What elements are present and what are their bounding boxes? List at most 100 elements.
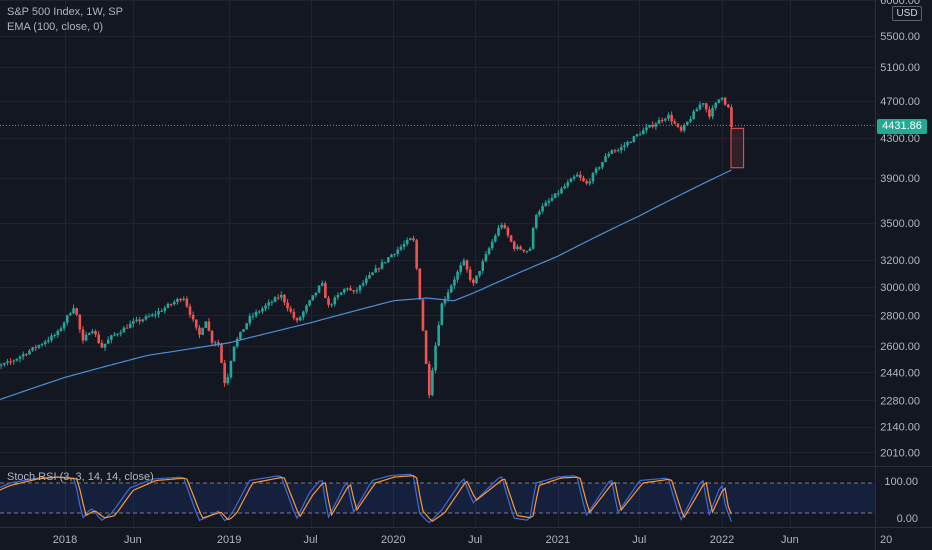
candle-body: [440, 303, 444, 326]
time-tick-label: 2018: [53, 534, 77, 546]
candle-body: [213, 342, 217, 344]
price-tick-label: 4700.00: [880, 96, 920, 108]
candle-body: [635, 134, 639, 137]
candle-body: [686, 121, 689, 125]
candle-body: [191, 314, 195, 320]
candle-body: [506, 227, 510, 236]
candle-body: [210, 330, 214, 343]
candle-body: [242, 329, 245, 332]
candle-body: [245, 323, 248, 330]
candle-body: [380, 262, 384, 269]
candle-body: [604, 156, 607, 163]
candle-body: [179, 299, 182, 301]
candle-body: [15, 358, 19, 361]
candle-body: [267, 302, 271, 306]
candle-body: [110, 335, 113, 340]
candle-body: [62, 322, 66, 329]
candle-body: [235, 338, 239, 347]
candle-body: [667, 114, 670, 119]
candle-body: [305, 305, 308, 312]
candle-body: [65, 315, 69, 323]
candle-body: [525, 250, 529, 252]
candle-body: [726, 104, 730, 108]
candle-body: [626, 141, 629, 146]
time-tick-label: Jul: [304, 534, 318, 546]
price-tick-label: 2140.00: [880, 422, 920, 434]
candle-body: [349, 288, 352, 291]
candle-body: [84, 334, 88, 341]
candle-body: [597, 167, 601, 169]
candle-body: [163, 307, 167, 311]
candle-body: [176, 299, 179, 302]
candle-body: [50, 335, 53, 341]
candle-body: [490, 241, 494, 249]
candle-body: [6, 361, 9, 364]
candle-body: [572, 176, 576, 179]
candle-body: [509, 235, 513, 242]
price-tick-label: 5500.00: [880, 31, 920, 43]
candle-body: [125, 327, 129, 329]
candle-body: [135, 319, 138, 322]
candle-body: [217, 342, 220, 345]
candle-body: [69, 313, 72, 316]
candle-body: [122, 327, 126, 333]
candle-body: [383, 261, 387, 263]
candle-body: [270, 301, 274, 303]
stoch-k-line: [0, 473, 732, 524]
price-tick-label: 2280.00: [880, 395, 920, 407]
candle-body: [185, 298, 189, 307]
candle-body: [566, 182, 570, 187]
candle-body: [660, 120, 664, 122]
candle-body: [654, 123, 658, 127]
time-tick-label: Jun: [781, 534, 799, 546]
candle-body: [72, 308, 75, 314]
candle-body: [402, 244, 406, 247]
candle-body: [336, 294, 340, 298]
price-tick-label: 4300.00: [880, 133, 920, 145]
candle-body: [201, 327, 204, 335]
candle-body: [317, 285, 321, 293]
time-tick-label: 2020: [381, 534, 405, 546]
candle-body: [106, 339, 110, 344]
candle-body: [169, 303, 173, 305]
candle-body: [698, 104, 702, 110]
price-tick-label: 2010.00: [880, 447, 920, 459]
candle-body: [462, 260, 466, 266]
candle-body: [528, 248, 532, 251]
candle-body: [494, 235, 497, 242]
candle-body: [257, 311, 261, 313]
current-price-label: 4431.86: [877, 119, 927, 134]
candle-body: [632, 136, 636, 142]
candle-body: [446, 292, 450, 299]
candle-body: [711, 107, 714, 117]
candle-body: [421, 299, 425, 331]
candle-body: [601, 162, 604, 168]
candle-body: [40, 343, 44, 346]
candles: [0, 96, 733, 399]
candle-body: [409, 238, 412, 241]
candle-body: [286, 302, 289, 309]
candle-body: [352, 290, 356, 292]
candle-body: [619, 147, 623, 151]
candle-body: [239, 331, 242, 339]
candle-body: [0, 364, 3, 366]
candle-body: [503, 224, 507, 228]
candle-body: [481, 261, 485, 271]
candle-body: [207, 321, 211, 331]
candle-body: [676, 123, 680, 127]
candle-body: [182, 298, 186, 301]
candle-body: [18, 356, 22, 359]
currency-button[interactable]: USD: [892, 6, 922, 21]
candle-body: [53, 335, 56, 337]
candle-body: [468, 269, 472, 280]
time-tick-label: Jul: [468, 534, 482, 546]
candle-body: [393, 253, 396, 255]
candle-body: [673, 121, 677, 124]
candle-body: [522, 249, 525, 252]
candle-body: [339, 292, 343, 295]
candle-body: [390, 254, 393, 258]
candle-body: [434, 345, 437, 371]
candle-body: [714, 102, 718, 108]
candle-body: [405, 240, 409, 245]
